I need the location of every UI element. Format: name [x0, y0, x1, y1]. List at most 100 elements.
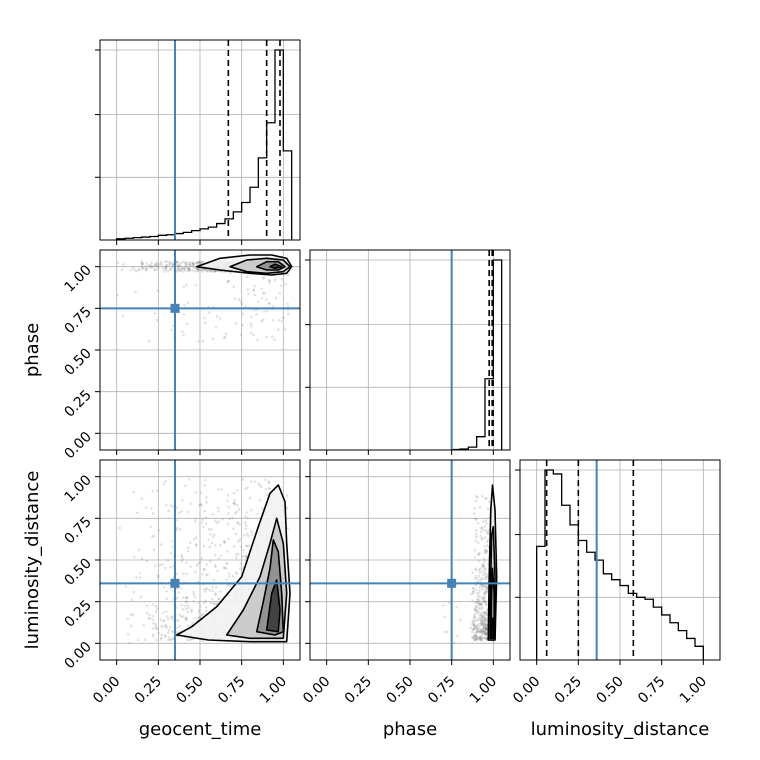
scatter-phase-vs-geocent-time-sample-point-49 [171, 263, 175, 266]
scatter-phase-vs-geocent-time-sample-point-167 [177, 264, 180, 268]
scatter-luminosity-distance-vs-geocent-time-sample-point-675 [190, 610, 193, 613]
scatter-luminosity-distance-vs-phase-sample-point-610 [472, 590, 475, 594]
scatter-luminosity-distance-vs-geocent-time-sample-point-560 [169, 565, 172, 569]
scatter-luminosity-distance-vs-phase-sample-point-217 [474, 574, 478, 578]
scatter-luminosity-distance-vs-phase-sample-point-1 [483, 592, 487, 596]
scatter-luminosity-distance-vs-geocent-time-sample-point-647 [164, 624, 167, 627]
scatter-phase-vs-geocent-time-sample-point-513 [233, 297, 237, 300]
scatter-luminosity-distance-vs-phase-sample-point-547 [480, 623, 484, 627]
scatter-luminosity-distance-vs-geocent-time-sample-point-513 [169, 504, 173, 507]
scatter-luminosity-distance-vs-phase-sample-point-679 [483, 571, 486, 574]
scatter-luminosity-distance-vs-geocent-time-sample-point-311 [205, 563, 209, 566]
scatter-luminosity-distance-vs-geocent-time-sample-point-278 [248, 496, 252, 500]
scatter-phase-vs-geocent-time-sample-point-260 [157, 265, 160, 269]
scatter-luminosity-distance-vs-phase-sample-point-43 [485, 627, 488, 630]
scatter-luminosity-distance-vs-phase-sample-point-532 [480, 577, 484, 580]
scatter-luminosity-distance-vs-geocent-time-sample-point-539 [215, 602, 218, 605]
scatter-luminosity-distance-vs-phase-sample-point-185 [483, 637, 486, 640]
scatter-luminosity-distance-vs-geocent-time-ytick-label-0: 0.00 [61, 639, 94, 672]
scatter-luminosity-distance-vs-geocent-time-sample-point-69 [233, 503, 236, 506]
scatter-luminosity-distance-vs-phase-sample-point-386 [477, 568, 481, 572]
hist-luminosity-distance-xtick-label-4: 1.00 [677, 674, 710, 707]
scatter-luminosity-distance-vs-phase-contour-level-3 [490, 617, 495, 636]
scatter-phase-vs-geocent-time-sample-point-113 [214, 269, 217, 273]
scatter-luminosity-distance-vs-phase-sample-point-267 [483, 629, 487, 632]
scatter-luminosity-distance-vs-phase-sample-point-97 [476, 630, 479, 633]
scatter-luminosity-distance-vs-phase-sample-point-383 [484, 632, 488, 636]
scatter-luminosity-distance-vs-phase-sample-point-342 [480, 630, 483, 634]
scatter-phase-vs-geocent-time-sample-point-60 [144, 268, 148, 272]
scatter-luminosity-distance-vs-phase-sample-point-522 [485, 550, 488, 554]
scatter-luminosity-distance-vs-geocent-time-sample-point-231 [151, 489, 155, 493]
scatter-phase-vs-geocent-time-sample-point-220 [253, 284, 256, 288]
scatter-luminosity-distance-vs-phase-sample-point-315 [480, 583, 483, 587]
hist-phase-frame [309, 249, 511, 451]
scatter-luminosity-distance-vs-phase-sample-point-331 [477, 611, 480, 615]
scatter-luminosity-distance-vs-geocent-time-sample-point-298 [192, 592, 196, 596]
scatter-luminosity-distance-vs-phase-sample-point-346 [443, 615, 446, 619]
scatter-phase-vs-geocent-time-sample-point-592 [268, 281, 271, 285]
scatter-luminosity-distance-vs-geocent-time-sample-point-712 [197, 601, 201, 605]
scatter-luminosity-distance-vs-phase-sample-point-150 [469, 626, 473, 630]
scatter-luminosity-distance-vs-geocent-time-sample-point-820 [167, 628, 171, 632]
scatter-luminosity-distance-vs-phase-sample-point-793 [483, 545, 487, 548]
scatter-luminosity-distance-vs-geocent-time-sample-point-42 [213, 544, 217, 547]
scatter-phase-vs-geocent-time-sample-point-453 [164, 268, 167, 271]
scatter-luminosity-distance-vs-phase-sample-point-214 [480, 630, 484, 633]
scatter-phase-vs-geocent-time-sample-point-729 [255, 313, 258, 316]
scatter-phase-vs-geocent-time-sample-point-685 [177, 267, 180, 270]
scatter-phase-vs-geocent-time-sample-point-569 [196, 267, 200, 271]
scatter-luminosity-distance-vs-geocent-time-sample-point-257 [209, 560, 212, 563]
scatter-luminosity-distance-vs-phase-sample-point-395 [483, 525, 487, 528]
scatter-luminosity-distance-vs-geocent-time-sample-point-469 [260, 485, 263, 489]
scatter-luminosity-distance-vs-geocent-time-sample-point-200 [154, 604, 158, 608]
scatter-phase-vs-geocent-time-sample-point-56 [188, 263, 192, 267]
scatter-luminosity-distance-vs-phase-sample-point-156 [482, 601, 486, 604]
scatter-luminosity-distance-vs-phase-sample-point-632 [471, 630, 474, 634]
scatter-luminosity-distance-vs-geocent-time-sample-point-118 [245, 511, 248, 514]
scatter-luminosity-distance-vs-phase-sample-point-459 [481, 621, 484, 625]
scatter-luminosity-distance-vs-phase-sample-point-657 [485, 627, 489, 631]
scatter-phase-vs-geocent-time-sample-point-213 [184, 283, 188, 286]
scatter-luminosity-distance-vs-phase-sample-point-821 [482, 610, 486, 614]
scatter-luminosity-distance-vs-geocent-time-sample-point-265 [257, 482, 261, 485]
scatter-luminosity-distance-vs-phase-sample-point-554 [476, 595, 480, 598]
scatter-luminosity-distance-vs-geocent-time-sample-point-619 [247, 544, 251, 548]
scatter-luminosity-distance-vs-phase-sample-point-526 [484, 600, 488, 604]
scatter-luminosity-distance-vs-phase-sample-point-283 [473, 506, 477, 510]
scatter-luminosity-distance-vs-phase-sample-point-608 [483, 594, 486, 597]
scatter-luminosity-distance-vs-geocent-time-sample-point-590 [185, 596, 189, 600]
scatter-luminosity-distance-vs-geocent-time-sample-point-296 [178, 527, 182, 531]
scatter-luminosity-distance-vs-geocent-time-sample-point-569 [267, 481, 271, 484]
scatter-luminosity-distance-vs-phase-sample-point-563 [459, 618, 462, 622]
scatter-phase-vs-geocent-time-sample-point-850 [147, 339, 151, 343]
scatter-luminosity-distance-vs-geocent-time-sample-point-529 [228, 584, 232, 587]
hist-luminosity-distance-frame [519, 459, 721, 661]
scatter-luminosity-distance-vs-geocent-time-sample-point-811 [246, 516, 249, 519]
scatter-luminosity-distance-vs-geocent-time-sample-point-84 [217, 557, 220, 560]
scatter-luminosity-distance-vs-geocent-time-sample-point-658 [197, 610, 201, 614]
scatter-luminosity-distance-vs-phase-sample-point-274 [481, 623, 484, 627]
scatter-luminosity-distance-vs-geocent-time-sample-point-377 [244, 487, 247, 491]
scatter-luminosity-distance-vs-phase-sample-point-179 [481, 629, 485, 632]
scatter-luminosity-distance-vs-geocent-time-sample-point-749 [188, 638, 191, 642]
scatter-luminosity-distance-vs-phase-sample-point-659 [477, 553, 480, 557]
scatter-phase-vs-geocent-time-sample-point-597 [194, 261, 197, 264]
scatter-luminosity-distance-vs-phase-sample-point-422 [475, 630, 479, 633]
scatter-luminosity-distance-vs-phase-sample-point-402 [481, 585, 484, 589]
scatter-phase-vs-geocent-time-sample-point-93 [155, 261, 159, 265]
scatter-luminosity-distance-vs-geocent-time-sample-point-541 [216, 488, 220, 491]
scatter-luminosity-distance-vs-phase-sample-point-500 [452, 641, 456, 645]
scatter-luminosity-distance-vs-geocent-time-sample-point-194 [214, 592, 217, 595]
scatter-luminosity-distance-vs-phase-sample-point-281 [475, 597, 479, 601]
scatter-luminosity-distance-vs-phase-sample-point-313 [480, 616, 483, 620]
scatter-luminosity-distance-vs-phase-sample-point-831 [477, 599, 481, 602]
scatter-luminosity-distance-vs-geocent-time-sample-point-552 [181, 596, 185, 599]
scatter-luminosity-distance-vs-phase-sample-point-183 [478, 551, 481, 555]
scatter-phase-vs-geocent-time-sample-point-488 [168, 268, 172, 272]
scatter-luminosity-distance-vs-geocent-time-sample-point-12 [168, 636, 171, 639]
scatter-phase-vs-geocent-time-sample-point-448 [179, 263, 182, 266]
scatter-luminosity-distance-vs-geocent-time-sample-point-869 [249, 480, 253, 483]
scatter-luminosity-distance-vs-phase-sample-point-398 [484, 621, 487, 624]
scatter-phase-vs-geocent-time-sample-point-483 [140, 262, 144, 266]
